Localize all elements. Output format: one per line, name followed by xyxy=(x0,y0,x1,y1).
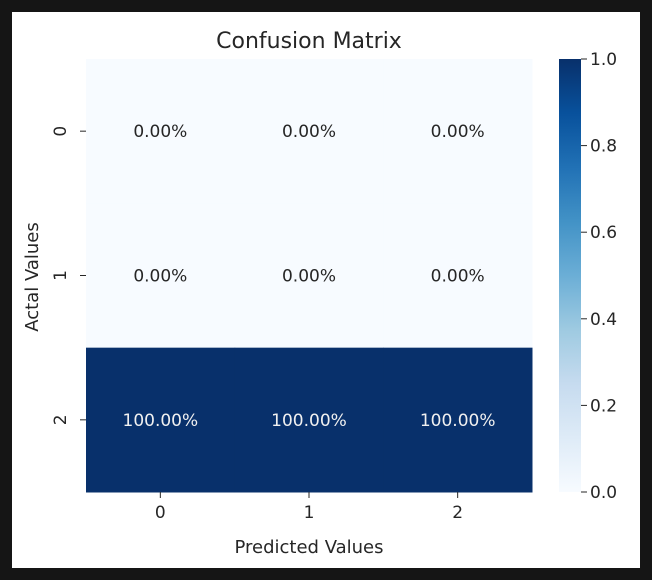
y-tick-label: 1 xyxy=(51,270,71,281)
chart-title: Confusion Matrix xyxy=(216,29,402,54)
heatmap-cell xyxy=(383,59,533,204)
x-tick-label: 0 xyxy=(155,503,166,523)
heatmap-cell-labels: 0.00% 0.00% 0.00% 0.00% 0.00% 0.00% 100.00% 100… xyxy=(123,122,496,431)
cell-label: 100.00% xyxy=(271,411,347,431)
heatmap-cells xyxy=(86,59,533,493)
cell-label: 0.00% xyxy=(431,267,485,287)
heatmap-cell xyxy=(234,203,384,349)
cell-label: 0.00% xyxy=(282,122,336,142)
colorbar-tick-label: 0.0 xyxy=(590,483,617,503)
colorbar-tick-label: 0.4 xyxy=(590,310,617,330)
y-axis-label: Actal Values xyxy=(22,222,43,332)
heatmap-cell xyxy=(383,203,533,349)
heatmap-cell xyxy=(234,59,384,204)
cell-label: 0.00% xyxy=(133,122,187,142)
colorbar-tick-label: 0.8 xyxy=(590,137,617,157)
colorbar-tick-label: 0.6 xyxy=(590,223,617,243)
cell-label: 0.00% xyxy=(133,267,187,287)
x-tick-label: 1 xyxy=(304,503,315,523)
y-tick-label: 0 xyxy=(51,126,71,137)
colorbar xyxy=(559,59,581,492)
cell-label: 100.00% xyxy=(420,411,496,431)
cell-label: 0.00% xyxy=(282,267,336,287)
x-axis-ticks: 0 1 2 xyxy=(155,492,463,523)
colorbar-tick-label: 1.0 xyxy=(590,50,617,70)
y-axis-ticks: 0 1 2 xyxy=(51,126,86,425)
cell-label: 0.00% xyxy=(431,122,485,142)
colorbar-ticks: 0.0 0.2 0.4 0.6 0.8 1.0 xyxy=(581,50,617,503)
heatmap-cell xyxy=(86,59,236,204)
x-tick-label: 2 xyxy=(452,503,463,523)
heatmap-cell xyxy=(383,347,533,493)
heatmap-cell xyxy=(234,347,384,493)
colorbar-tick-label: 0.2 xyxy=(590,396,617,416)
x-axis-label: Predicted Values xyxy=(234,537,383,558)
heatmap-cell xyxy=(86,347,236,493)
confusion-matrix-chart: Confusion Matrix 0.00% 0.00% 0.00%0.00% 0.0… xyxy=(22,29,617,558)
chart-figure: Confusion Matrix 0.00% 0.00% 0.00% 0.00% 0.0… xyxy=(12,12,640,568)
cell-label: 100.00% xyxy=(123,411,199,431)
y-tick-label: 2 xyxy=(51,414,71,425)
heatmap-cell xyxy=(86,203,236,349)
